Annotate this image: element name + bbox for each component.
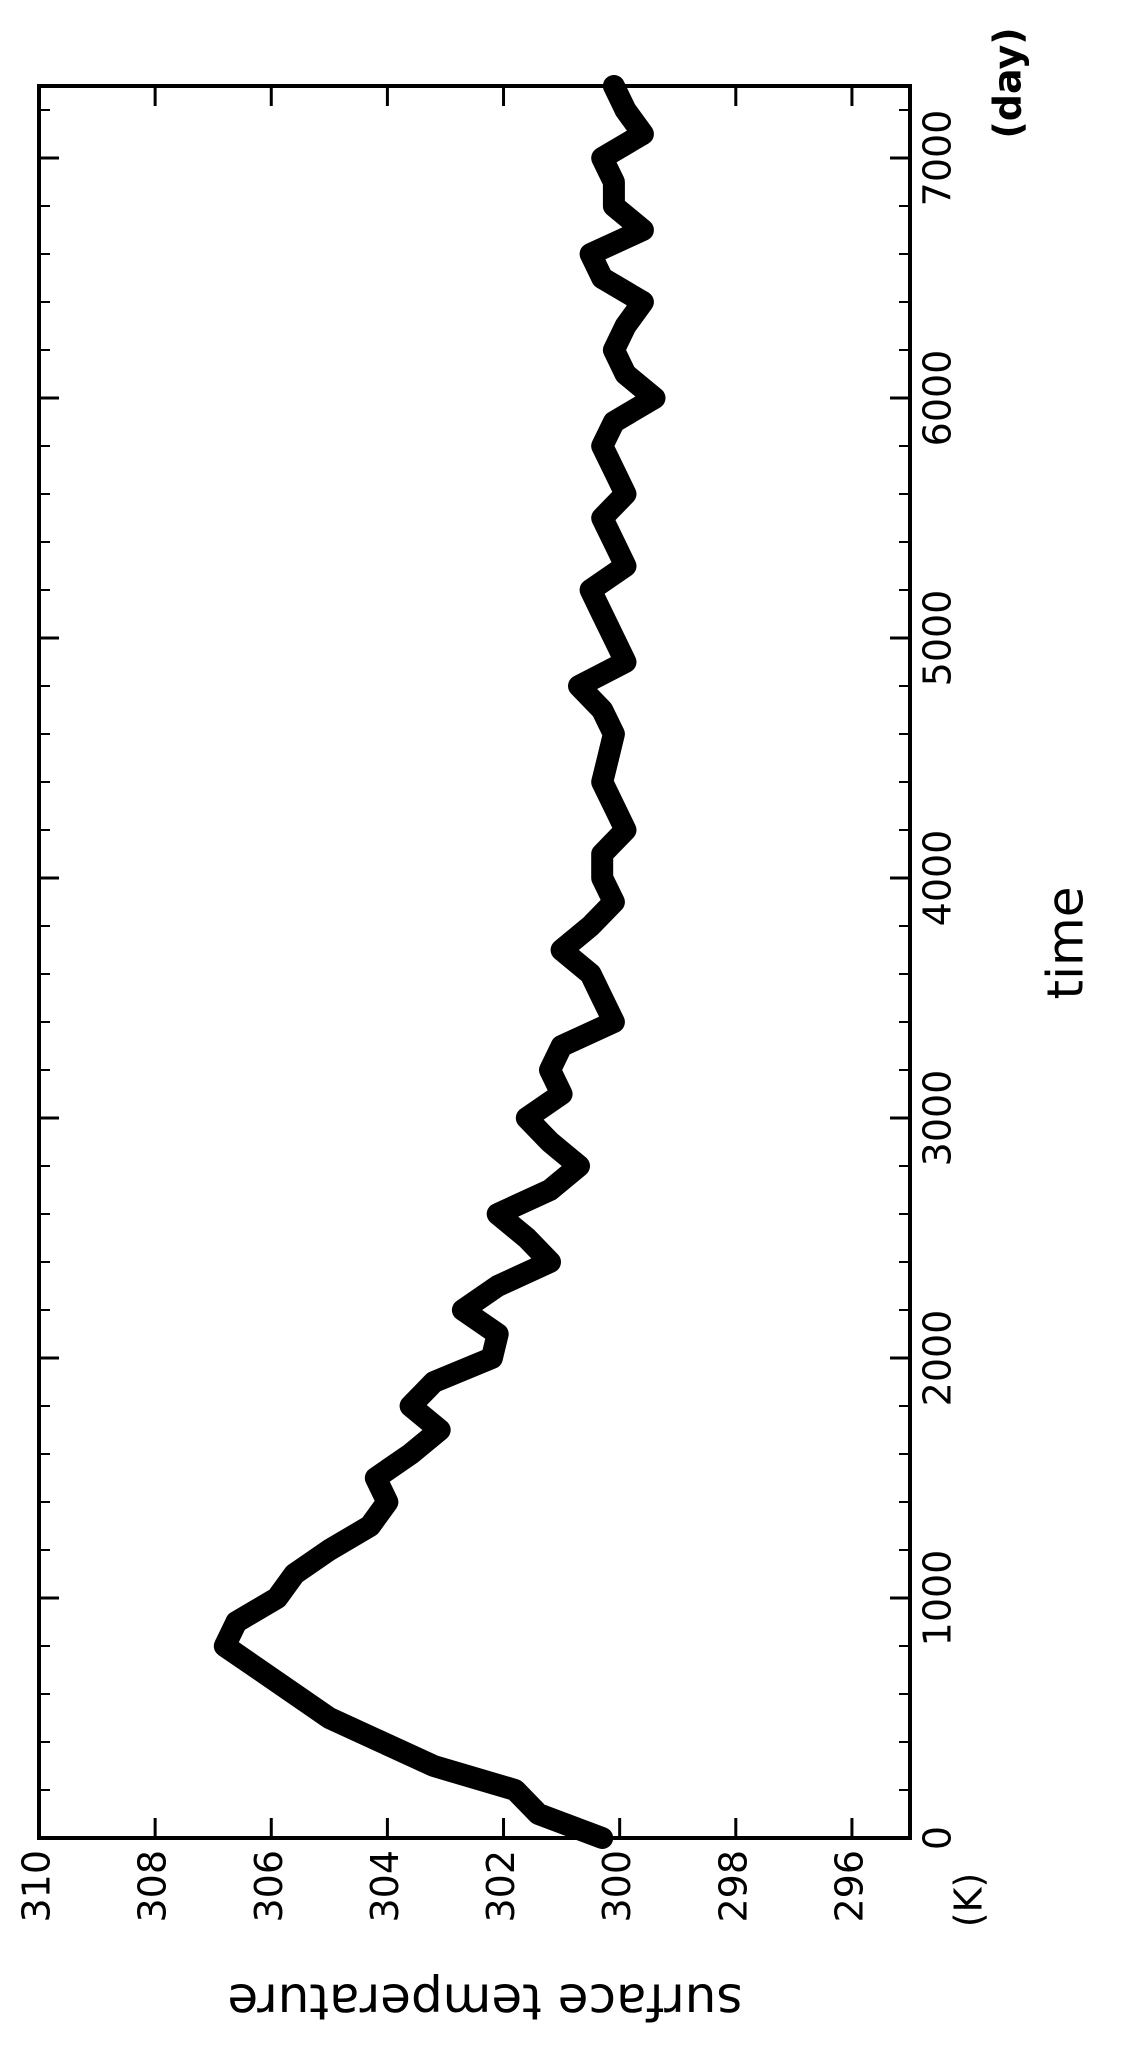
data-line	[213, 75, 666, 1849]
y-tick-label: 296	[827, 1850, 871, 1923]
y-tick-label: 310	[15, 1850, 59, 1923]
x-tick-label: 5000	[916, 590, 960, 687]
x-tick-label: 0	[916, 1826, 960, 1850]
y-axis-label: surface temperature	[228, 1973, 743, 2031]
y-tick-label: 298	[711, 1850, 755, 1923]
y-tick-label: 302	[479, 1850, 523, 1923]
x-unit-label: (day)	[986, 27, 1030, 138]
x-tick-label: 6000	[916, 350, 960, 447]
plot-frame	[37, 84, 912, 1840]
rotated-plot: time (day) (K) surface temperature 0 1000…	[15, 27, 1095, 2030]
x-tick-label: 4000	[916, 830, 960, 927]
y-tick-label: 300	[595, 1850, 639, 1923]
y-unit-label: (K)	[947, 1873, 991, 1928]
x-tick-label: 1000	[916, 1550, 960, 1647]
x-tick-label: 2000	[916, 1310, 960, 1407]
y-tick-label: 306	[247, 1850, 291, 1923]
y-tick-label: 308	[131, 1850, 175, 1923]
y-tick-label: 304	[363, 1850, 407, 1923]
x-axis-label: time	[1037, 887, 1095, 1000]
x-tick-label: 7000	[916, 110, 960, 207]
x-tick-label: 3000	[916, 1070, 960, 1167]
